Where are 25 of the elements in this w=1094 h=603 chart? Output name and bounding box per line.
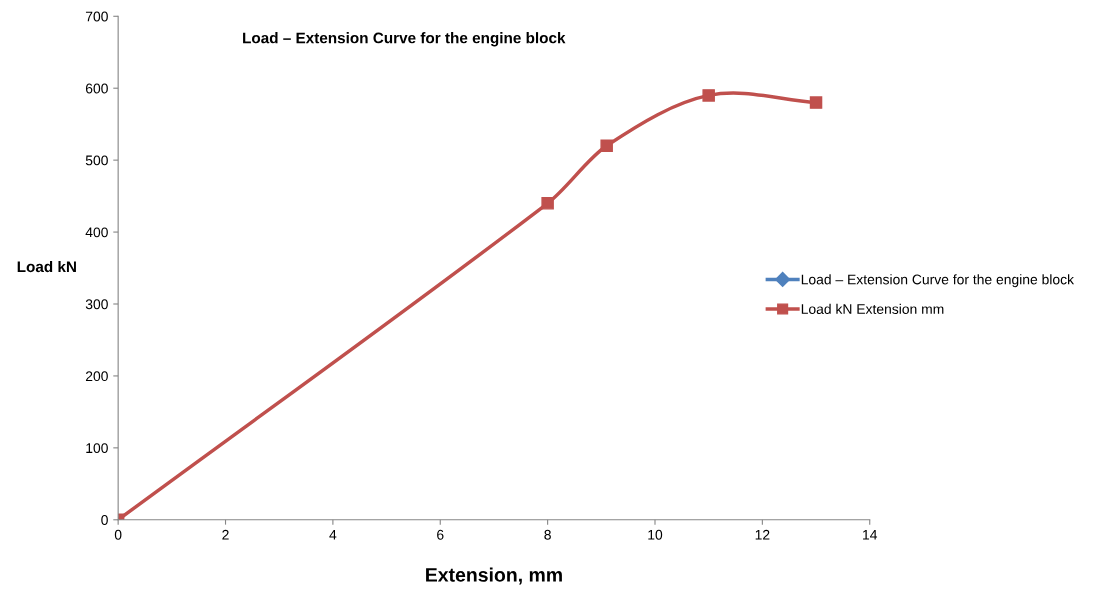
y-tick-label: 600 [85,83,108,94]
x-tick-label: 10 [648,529,663,540]
x-tick-label: 6 [437,529,444,540]
y-tick-label: 700 [85,11,108,22]
point [702,89,715,102]
point [600,139,613,153]
legend-label: Load – Extension Curve for the engine block [801,274,1075,288]
y-tick-label: 500 [85,155,108,166]
x-tick-label: 4 [329,530,337,540]
x-tick-label: 8 [544,529,551,540]
x-axis-title: Extension, mm [426,567,562,585]
x-tick-label: 14 [863,530,878,540]
y-tick-label: 300 [85,299,108,310]
point [809,96,823,109]
y-tick-label: 200 [85,371,108,382]
text: Load – Extension Curve for the engine block [243,32,566,47]
x-tick-label: 12 [755,529,770,540]
x-tick-label: 0 [114,529,122,540]
y-tick-label: 100 [86,443,108,454]
y-tick-label: 400 [85,227,108,238]
y-axis-title: Load kN [17,260,76,273]
point [541,197,554,210]
y-tick-label: 0 [101,515,108,525]
legend-label: Load kN Extension mm [801,303,944,315]
x-tick-label: 2 [222,529,229,540]
